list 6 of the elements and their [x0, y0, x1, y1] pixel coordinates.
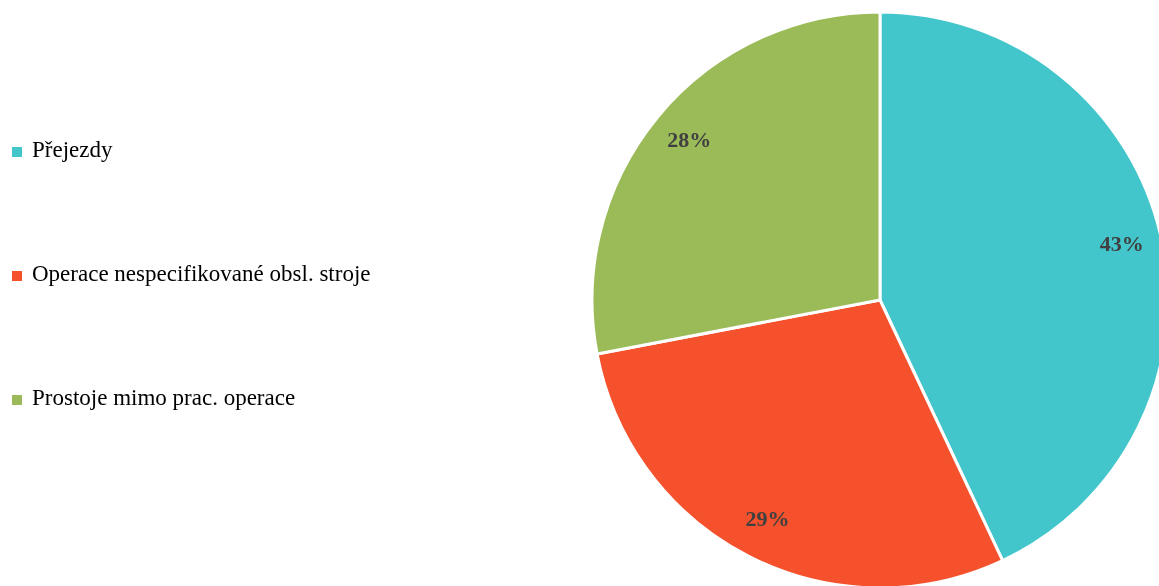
legend-label: Operace nespecifikované obsl. stroje — [32, 261, 371, 287]
legend-label: Přejezdy — [32, 137, 113, 163]
data-label: 28% — [667, 127, 712, 153]
legend-label: Prostoje mimo prac. operace — [32, 385, 296, 411]
data-label: 29% — [745, 505, 790, 531]
data-label: 43% — [1099, 231, 1144, 257]
